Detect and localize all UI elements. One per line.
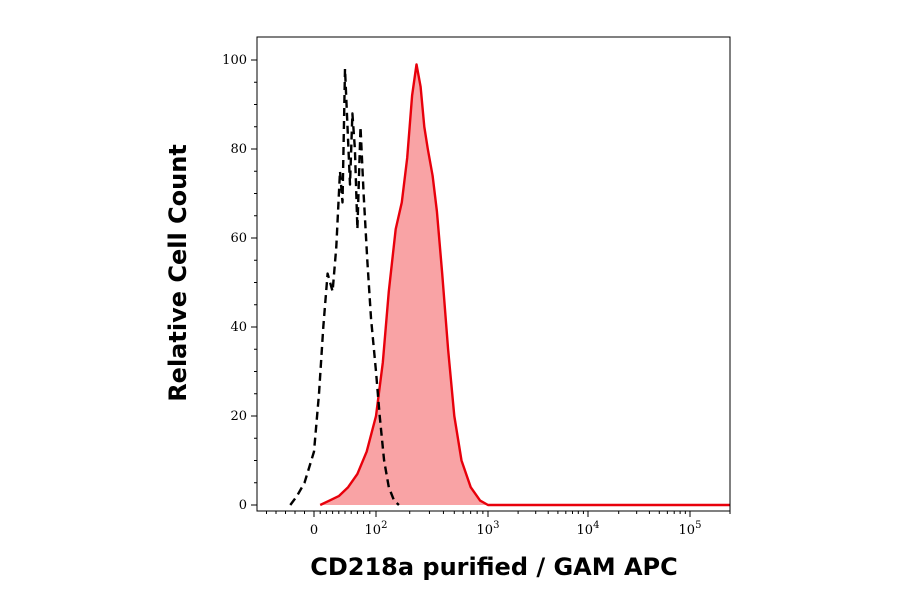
plot-frame — [256, 36, 731, 512]
x-axis-title: CD218a purified / GAM APC — [310, 553, 678, 581]
y-tick-label: 20 — [230, 409, 247, 424]
x-tick-label: 104 — [577, 520, 600, 538]
y-axis: 0 20 40 60 80 100 — [222, 53, 257, 513]
y-tick-label: 40 — [230, 320, 247, 335]
x-tick-label: 105 — [679, 520, 702, 538]
series-area-fill — [320, 64, 730, 506]
y-tick-label: 60 — [230, 231, 247, 246]
isotype-control-line — [289, 67, 400, 506]
stained-sample-line — [319, 63, 730, 507]
plot-area — [289, 63, 730, 507]
x-tick-label: 0 — [310, 523, 318, 538]
y-tick-label: 0 — [239, 498, 247, 513]
y-tick-label: 100 — [222, 53, 247, 68]
y-axis-title: Relative Cell Count — [164, 144, 192, 402]
x-axis: 0 102 103 104 105 — [266, 511, 731, 538]
x-tick-label: 102 — [365, 520, 388, 538]
y-tick-label: 80 — [230, 142, 247, 157]
x-tick-label: 103 — [477, 520, 500, 538]
